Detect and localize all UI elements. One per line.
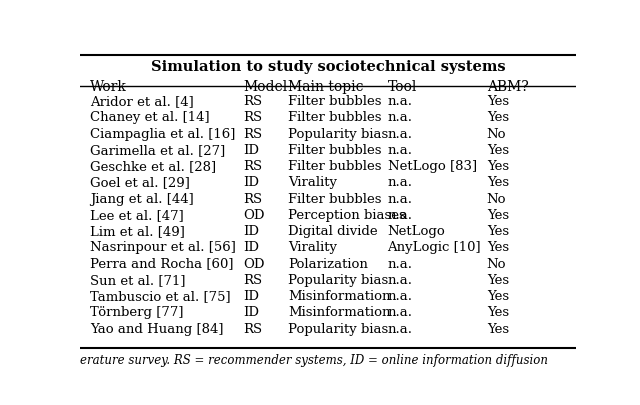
Text: erature survey. RS = recommender systems, ID = online information diffusion: erature survey. RS = recommender systems…: [80, 354, 548, 367]
Text: Yes: Yes: [486, 224, 509, 237]
Text: n.a.: n.a.: [388, 208, 413, 221]
Text: n.a.: n.a.: [388, 289, 413, 302]
Text: Goel et al. [29]: Goel et al. [29]: [90, 176, 190, 189]
Text: n.a.: n.a.: [388, 322, 413, 335]
Text: Work: Work: [90, 80, 127, 94]
Text: Yes: Yes: [486, 208, 509, 221]
Text: Yes: Yes: [486, 322, 509, 335]
Text: ABM?: ABM?: [486, 80, 529, 94]
Text: RS: RS: [244, 127, 263, 140]
Text: Yes: Yes: [486, 241, 509, 254]
Text: n.a.: n.a.: [388, 305, 413, 318]
Text: RS: RS: [244, 273, 263, 286]
Text: n.a.: n.a.: [388, 257, 413, 270]
Text: Filter bubbles: Filter bubbles: [288, 143, 382, 156]
Text: n.a.: n.a.: [388, 111, 413, 124]
Text: Geschke et al. [28]: Geschke et al. [28]: [90, 160, 216, 173]
Text: Yes: Yes: [486, 111, 509, 124]
Text: Yes: Yes: [486, 176, 509, 189]
Text: Popularity bias: Popularity bias: [288, 322, 388, 335]
Text: Lee et al. [47]: Lee et al. [47]: [90, 208, 184, 221]
Text: AnyLogic [10]: AnyLogic [10]: [388, 241, 481, 254]
Text: Misinformation: Misinformation: [288, 305, 391, 318]
Text: n.a.: n.a.: [388, 127, 413, 140]
Text: OD: OD: [244, 257, 265, 270]
Text: ID: ID: [244, 224, 260, 237]
Text: Garimella et al. [27]: Garimella et al. [27]: [90, 143, 225, 156]
Text: ID: ID: [244, 241, 260, 254]
Text: Virality: Virality: [288, 241, 337, 254]
Text: Filter bubbles: Filter bubbles: [288, 95, 382, 108]
Text: Jiang et al. [44]: Jiang et al. [44]: [90, 192, 194, 205]
Text: Nasrinpour et al. [56]: Nasrinpour et al. [56]: [90, 241, 236, 254]
Text: Tool: Tool: [388, 80, 417, 94]
Text: Törnberg [77]: Törnberg [77]: [90, 305, 184, 318]
Text: Filter bubbles: Filter bubbles: [288, 111, 382, 124]
Text: RS: RS: [244, 322, 263, 335]
Text: No: No: [486, 192, 506, 205]
Text: Aridor et al. [4]: Aridor et al. [4]: [90, 95, 194, 108]
Text: Main topic: Main topic: [288, 80, 364, 94]
Text: RS: RS: [244, 192, 263, 205]
Text: ID: ID: [244, 289, 260, 302]
Text: Misinformation: Misinformation: [288, 289, 391, 302]
Text: RS: RS: [244, 160, 263, 173]
Text: Sun et al. [71]: Sun et al. [71]: [90, 273, 186, 286]
Text: Chaney et al. [14]: Chaney et al. [14]: [90, 111, 209, 124]
Text: Yao and Huang [84]: Yao and Huang [84]: [90, 322, 223, 335]
Text: Perra and Rocha [60]: Perra and Rocha [60]: [90, 257, 234, 270]
Text: OD: OD: [244, 208, 265, 221]
Text: No: No: [486, 257, 506, 270]
Text: ID: ID: [244, 305, 260, 318]
Text: No: No: [486, 127, 506, 140]
Text: Filter bubbles: Filter bubbles: [288, 160, 382, 173]
Text: ID: ID: [244, 143, 260, 156]
Text: Ciampaglia et al. [16]: Ciampaglia et al. [16]: [90, 127, 236, 140]
Text: Virality: Virality: [288, 176, 337, 189]
Text: n.a.: n.a.: [388, 95, 413, 108]
Text: n.a.: n.a.: [388, 192, 413, 205]
Text: Yes: Yes: [486, 160, 509, 173]
Text: ID: ID: [244, 176, 260, 189]
Text: RS: RS: [244, 95, 263, 108]
Text: Digital divide: Digital divide: [288, 224, 378, 237]
Text: Simulation to study sociotechnical systems: Simulation to study sociotechnical syste…: [150, 60, 506, 73]
Text: Yes: Yes: [486, 143, 509, 156]
Text: Perception biases: Perception biases: [288, 208, 406, 221]
Text: Filter bubbles: Filter bubbles: [288, 192, 382, 205]
Text: n.a.: n.a.: [388, 176, 413, 189]
Text: n.a.: n.a.: [388, 273, 413, 286]
Text: Model: Model: [244, 80, 288, 94]
Text: Yes: Yes: [486, 289, 509, 302]
Text: Lim et al. [49]: Lim et al. [49]: [90, 224, 185, 237]
Text: RS: RS: [244, 111, 263, 124]
Text: Tambuscio et al. [75]: Tambuscio et al. [75]: [90, 289, 230, 302]
Text: Polarization: Polarization: [288, 257, 368, 270]
Text: Yes: Yes: [486, 95, 509, 108]
Text: Yes: Yes: [486, 273, 509, 286]
Text: n.a.: n.a.: [388, 143, 413, 156]
Text: Yes: Yes: [486, 305, 509, 318]
Text: NetLogo [83]: NetLogo [83]: [388, 160, 477, 173]
Text: Popularity bias: Popularity bias: [288, 127, 388, 140]
Text: Popularity bias: Popularity bias: [288, 273, 388, 286]
Text: NetLogo: NetLogo: [388, 224, 445, 237]
